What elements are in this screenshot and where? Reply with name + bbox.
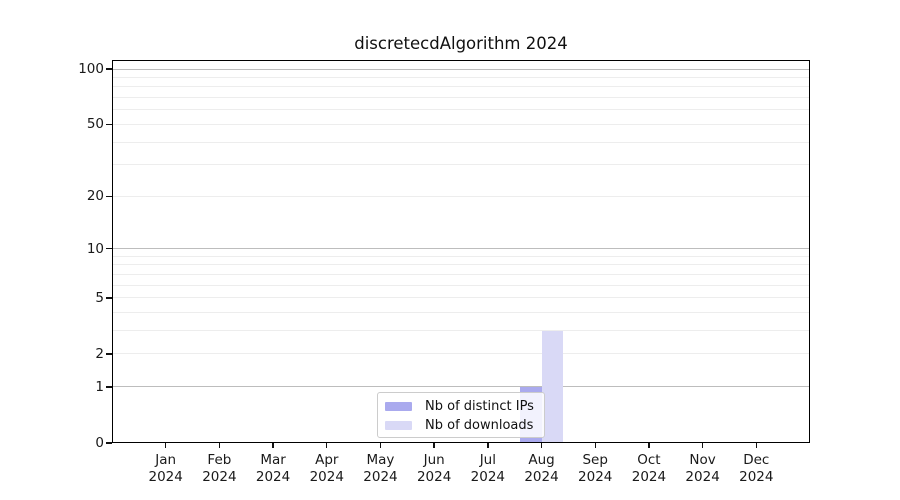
x-tick-label-line: 2024 xyxy=(255,469,291,485)
legend: Nb of distinct IPs Nb of downloads xyxy=(377,392,545,438)
x-tick-label: Dec 2024 xyxy=(721,452,791,486)
x-tick-label: Nov 2024 xyxy=(668,452,738,486)
y-gridline-minor xyxy=(112,77,810,79)
x-tick-label-line: 2024 xyxy=(631,469,667,485)
y-tick-mark xyxy=(106,68,112,70)
x-tick-label-line: 2024 xyxy=(416,469,452,485)
y-gridline-minor xyxy=(112,109,810,111)
x-tick-label-line: Mar xyxy=(260,452,286,468)
bar-nb-of-downloads xyxy=(541,330,563,443)
legend-swatch-distinct-ips-icon xyxy=(385,402,412,411)
x-tick-label: Jan 2024 xyxy=(131,452,201,486)
chart-title: discretecdAlgorithm 2024 xyxy=(354,34,568,53)
y-tick-mark xyxy=(106,386,112,388)
y-tick-label: 20 xyxy=(86,188,104,205)
y-gridline-major xyxy=(112,248,810,250)
y-gridline-minor xyxy=(112,164,810,166)
y-gridline-minor xyxy=(112,255,810,257)
y-tick-label: 0 xyxy=(95,435,104,451)
x-tick-label-line: Aug xyxy=(528,452,555,468)
y-gridline-minor xyxy=(112,264,810,266)
x-tick-mark xyxy=(433,443,435,448)
x-tick-label-line: 2024 xyxy=(148,469,183,485)
x-tick-label-line: 2024 xyxy=(578,469,613,485)
x-tick-label-line: 2024 xyxy=(363,469,398,485)
legend-swatch-downloads-icon xyxy=(385,421,412,430)
legend-label-downloads: Nb of downloads xyxy=(425,418,534,433)
x-tick-label-line: Feb xyxy=(207,452,232,468)
y-tick-mark xyxy=(106,123,112,126)
y-gridline-minor xyxy=(112,141,810,143)
x-tick-label: Jul 2024 xyxy=(453,452,523,486)
y-tick-mark xyxy=(106,248,112,250)
x-tick-mark xyxy=(648,443,650,448)
y-tick-label: 10 xyxy=(86,240,104,257)
y-gridline-major xyxy=(112,386,810,388)
plot-area xyxy=(112,60,810,443)
x-tick-label: Mar 2024 xyxy=(238,452,308,486)
y-gridline-minor xyxy=(112,353,810,355)
x-tick-label-line: Nov xyxy=(689,452,716,468)
x-tick-mark xyxy=(487,443,489,448)
y-tick-label: 1 xyxy=(95,378,104,395)
x-tick-label-line: Jun xyxy=(423,452,445,468)
x-tick-label-line: 2024 xyxy=(470,469,506,485)
x-tick-label: Oct 2024 xyxy=(614,452,684,486)
x-tick-label: Sep 2024 xyxy=(560,452,630,486)
y-tick-label: 50 xyxy=(86,116,104,133)
x-tick-label-line: Dec xyxy=(743,452,770,468)
x-tick-label-line: 2024 xyxy=(739,469,774,485)
y-tick-mark xyxy=(106,195,112,198)
x-tick-mark xyxy=(755,443,757,448)
x-tick-label-line: Jan xyxy=(155,452,177,468)
x-tick-label: Aug 2024 xyxy=(507,452,577,486)
y-gridline-minor xyxy=(112,297,810,299)
legend-item-downloads: Nb of downloads xyxy=(385,416,538,435)
y-tick-mark xyxy=(106,297,112,299)
x-tick-label: Apr 2024 xyxy=(292,452,362,486)
x-tick-label-line: Oct xyxy=(637,452,661,468)
legend-label-distinct-ips: Nb of distinct IPs xyxy=(425,399,534,414)
x-tick-label: Jun 2024 xyxy=(399,452,469,486)
legend-item-distinct-ips: Nb of distinct IPs xyxy=(385,397,538,416)
y-gridline-minor xyxy=(112,312,810,314)
x-tick-label-line: Sep xyxy=(582,452,608,468)
x-tick-label-line: Apr xyxy=(315,452,339,468)
x-tick-mark xyxy=(272,443,274,448)
x-tick-label-line: 2024 xyxy=(309,469,344,485)
y-tick-mark xyxy=(106,442,112,444)
y-tick-label: 2 xyxy=(95,345,104,362)
y-tick-label: 5 xyxy=(95,289,104,306)
x-tick-label-line: Jul xyxy=(479,452,496,468)
y-gridline-minor xyxy=(112,86,810,88)
y-gridline-minor xyxy=(112,284,810,286)
x-tick-mark xyxy=(218,443,221,448)
y-tick-mark xyxy=(106,353,112,355)
y-gridline-minor xyxy=(112,330,810,332)
x-tick-mark xyxy=(164,443,167,448)
y-tick-label: 100 xyxy=(78,61,104,78)
x-tick-label-line: 2024 xyxy=(685,469,720,485)
x-tick-label-line: 2024 xyxy=(524,469,559,485)
x-tick-label: Feb 2024 xyxy=(184,452,254,486)
x-tick-mark xyxy=(326,443,328,448)
y-gridline-minor xyxy=(112,97,810,99)
y-gridline-minor xyxy=(112,195,810,197)
x-tick-mark xyxy=(594,443,596,448)
x-tick-label-line: May xyxy=(366,452,395,468)
y-gridline-minor xyxy=(112,274,810,276)
x-tick-label-line: 2024 xyxy=(202,469,237,485)
x-tick-mark xyxy=(701,443,704,448)
x-tick-label: May 2024 xyxy=(345,452,415,486)
x-tick-mark xyxy=(540,443,543,448)
y-gridline-major xyxy=(112,68,810,70)
x-tick-mark xyxy=(379,443,382,448)
y-gridline-minor xyxy=(112,123,810,125)
